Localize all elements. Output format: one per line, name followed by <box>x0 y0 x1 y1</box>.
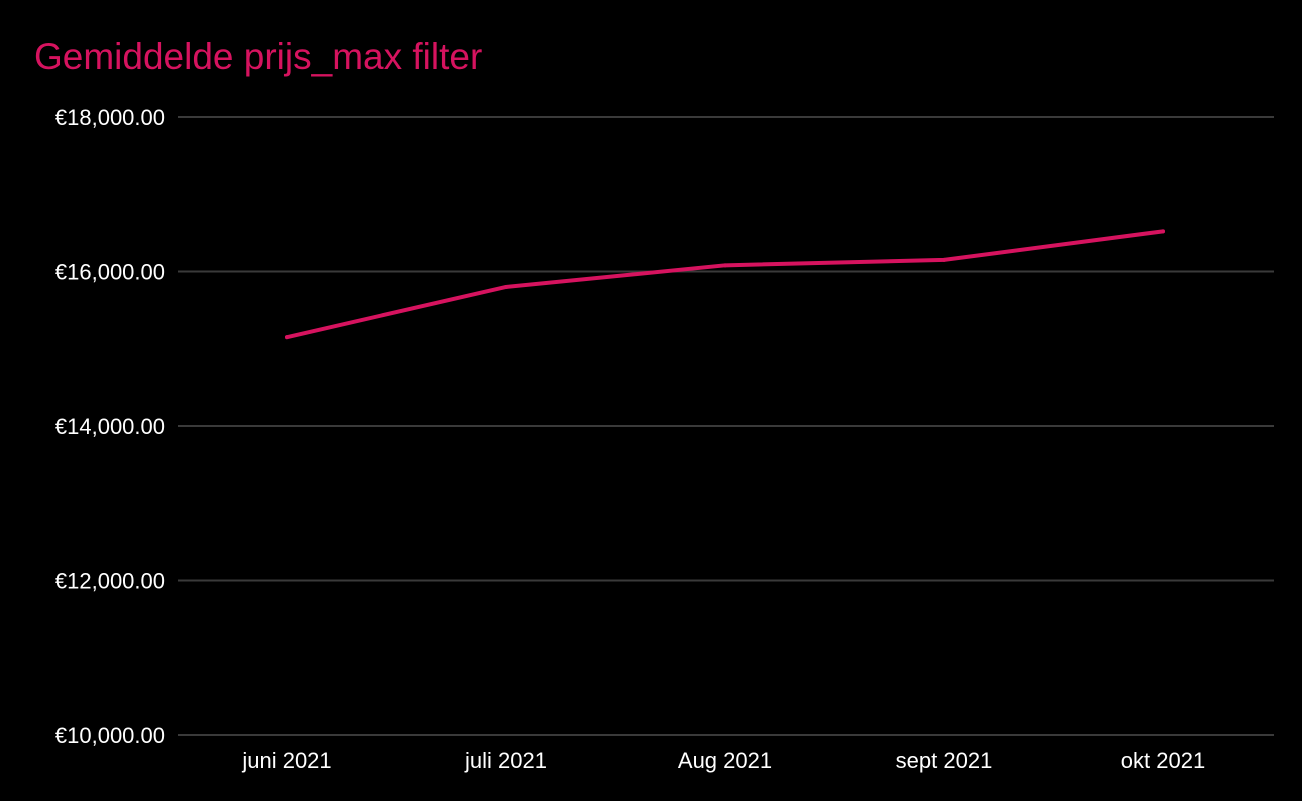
data-point <box>942 257 946 262</box>
x-tick-label: sept 2021 <box>896 748 993 773</box>
y-axis-tick-labels: €10,000.00 €12,000.00 €14,000.00 €16,000.00… <box>55 105 165 748</box>
series-layer <box>285 229 1165 340</box>
series-line <box>285 229 1165 340</box>
y-tick-label: €18,000.00 <box>55 105 165 130</box>
data-point <box>504 284 508 289</box>
x-tick-label: juli 2021 <box>464 748 547 773</box>
x-tick-label: juni 2021 <box>241 748 331 773</box>
data-point <box>285 335 289 340</box>
y-tick-label: €14,000.00 <box>55 414 165 439</box>
data-point <box>723 263 727 268</box>
data-point <box>1161 229 1165 234</box>
gridlines <box>178 116 1274 736</box>
y-tick-label: €16,000.00 <box>55 260 165 285</box>
x-tick-label: okt 2021 <box>1121 748 1205 773</box>
x-tick-label: Aug 2021 <box>678 748 772 773</box>
x-axis-tick-labels: juni 2021 juli 2021 Aug 2021 sept 2021 okt 2… <box>241 748 1205 773</box>
y-tick-label: €10,000.00 <box>55 723 165 748</box>
chart-title: Gemiddelde prijs_max filter <box>34 36 483 77</box>
y-tick-label: €12,000.00 <box>55 569 165 594</box>
